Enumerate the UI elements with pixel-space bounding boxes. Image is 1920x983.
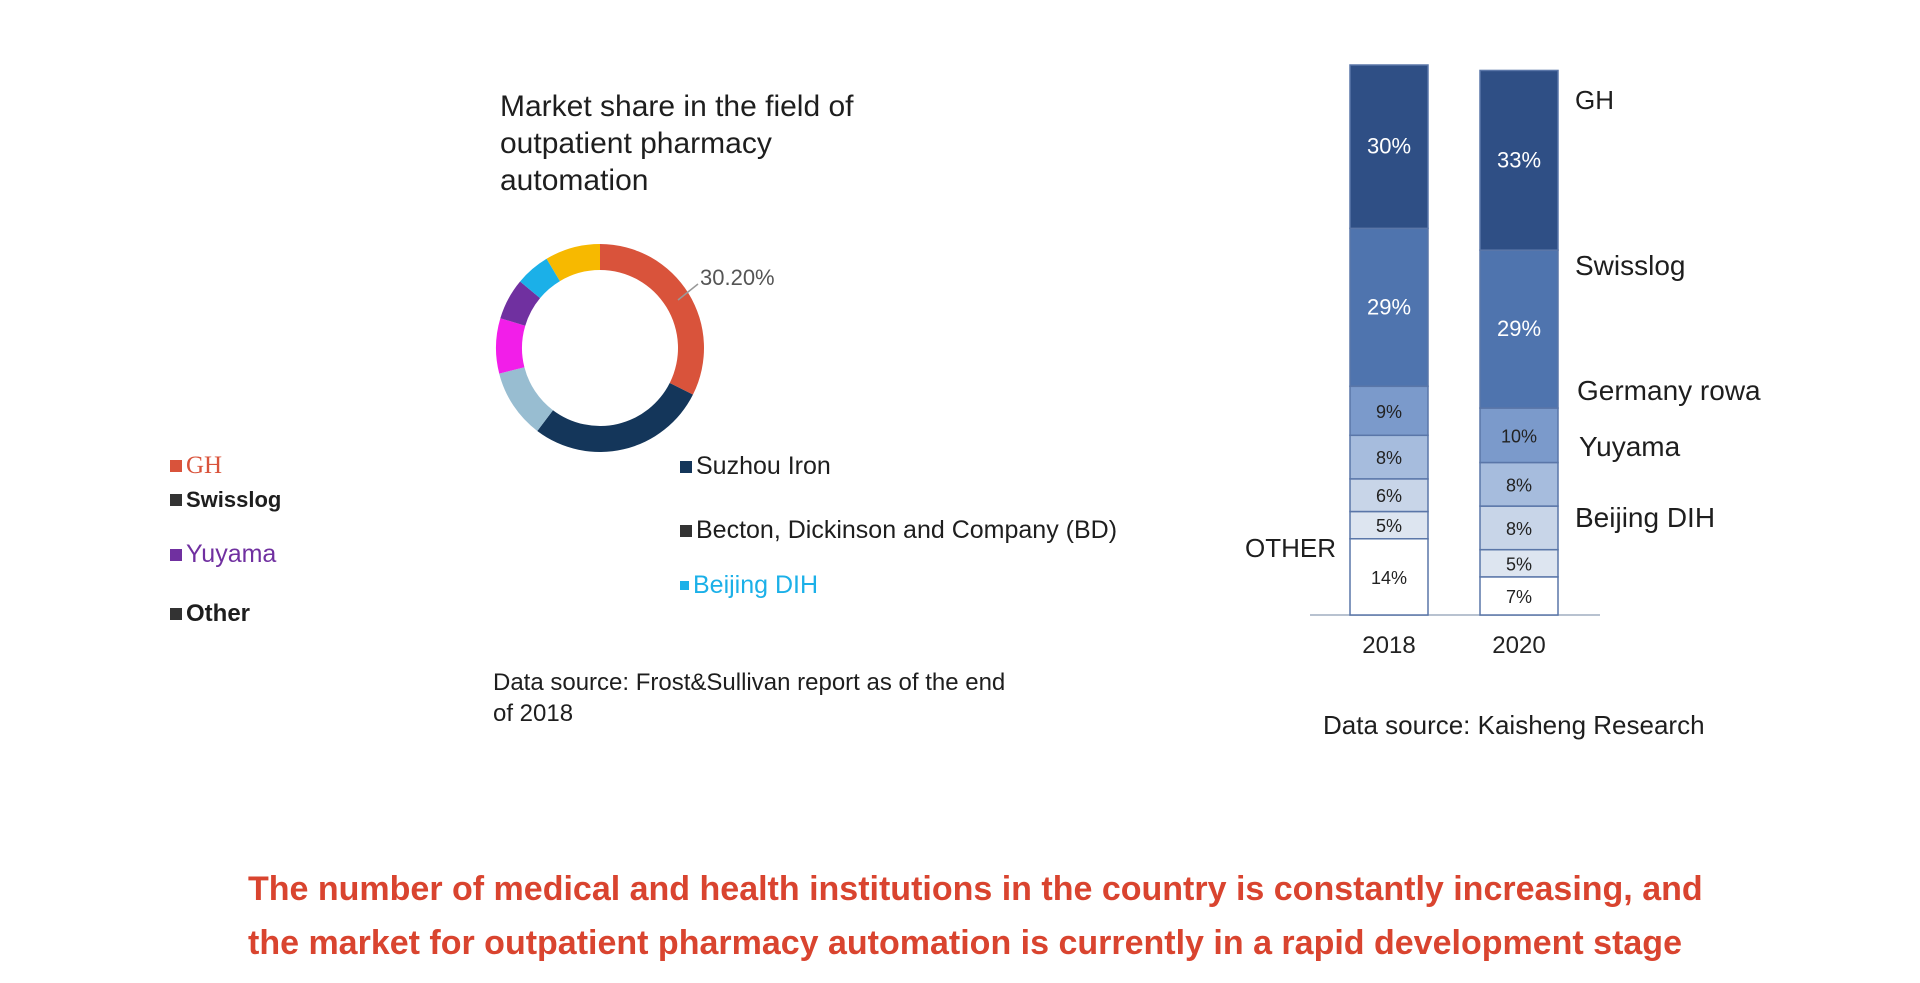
legend-swatch [170, 494, 182, 506]
legend-swatch [680, 460, 692, 473]
x-tick-label: 2020 [1492, 632, 1545, 659]
bar-label-gh: GH [1575, 85, 1614, 115]
legend-item-suzhou-iron: Suzhou Iron [680, 452, 831, 481]
bar-segment-2018-2 [1349, 478, 1429, 513]
legend-label: Yuyama [186, 540, 277, 568]
bar-segment-2020-6 [1479, 69, 1559, 251]
bar-segment-2018-6 [1349, 64, 1429, 230]
donut-slice-2 [499, 367, 553, 431]
legend-item-becton: Becton, Dickinson and Company (BD) [680, 516, 1117, 545]
bar-label-germany-rowa: Germany rowa [1577, 375, 1761, 406]
donut-slice-6 [546, 244, 600, 282]
legend-item-yuyama: Yuyama [170, 540, 276, 569]
legend-swatch [170, 548, 182, 561]
legend-swatch [680, 581, 689, 590]
x-tick-label: 2018 [1362, 632, 1415, 659]
legend-label: Other [186, 600, 251, 627]
bar-label-swisslog: Swisslog [1575, 250, 1686, 281]
bar-value-label: 10% [1501, 426, 1537, 446]
donut-chart-title: Market share in the field of outpatient … [500, 90, 854, 197]
bar-value-label: 8% [1376, 448, 1402, 468]
bar-value-label: 8% [1506, 475, 1532, 495]
headline-line-2: the market for outpatient pharmacy autom… [248, 924, 1682, 962]
donut-slice-1 [537, 382, 693, 452]
legend-item-swisslog: Swisslog [170, 487, 281, 513]
donut-slice-3 [496, 318, 526, 374]
bar-segment-2018-5 [1349, 227, 1429, 388]
bar-segment-2018-4 [1349, 385, 1429, 437]
legend-item-other: Other [170, 600, 250, 628]
legend-label: Suzhou Iron [696, 452, 831, 480]
bar-label-other: OTHER [1245, 533, 1336, 563]
legend-swatch [170, 460, 182, 472]
donut-slice-4 [500, 281, 541, 326]
donut-slice-5 [520, 258, 560, 299]
bar-segment-2020-2 [1479, 505, 1559, 551]
legend-label: Becton, Dickinson and Company (BD) [696, 516, 1118, 544]
bar-segment-2018-1 [1349, 510, 1429, 540]
bar-value-label: 29% [1497, 316, 1541, 341]
legend-label: Swisslog [186, 487, 282, 512]
donut-slice-0 [600, 244, 704, 395]
legend-item-gh: GH [170, 452, 222, 480]
donut-data-source: Data source: Frost&Sullivan report as of… [493, 669, 1006, 727]
bar-label-yuyama: Yuyama [1579, 431, 1681, 462]
bar-value-label: 29% [1367, 294, 1411, 319]
bar-value-label: 33% [1497, 147, 1541, 172]
bar-value-label: 30% [1367, 134, 1411, 159]
stacked-bar-chart: 14% 5% 6% 8% 9% 29% 30% 2018 7% 5% 8% 8% 10% 29% 33% 20… [1310, 64, 1600, 659]
bar-data-source: Data source: Kaisheng Research [1323, 710, 1705, 740]
bar-segment-2020-5 [1479, 249, 1559, 409]
headline-line-1: The number of medical and health institu… [248, 870, 1703, 908]
bar-value-label: 8% [1506, 519, 1532, 539]
bar-value-label: 7% [1506, 587, 1532, 607]
donut-annotation: 30.20% [700, 265, 775, 290]
legend-swatch [170, 608, 182, 620]
bar-label-beijing-dih: Beijing DIH [1575, 502, 1716, 533]
annotation-leader-line [677, 283, 699, 301]
bar-value-label: 9% [1376, 402, 1402, 422]
bar-value-label: 5% [1506, 554, 1532, 574]
legend-label: Beijing DIH [693, 571, 819, 599]
headline: The number of medical and health institu… [248, 862, 1808, 970]
bar-segment-2020-4 [1479, 407, 1559, 464]
donut-chart [496, 244, 704, 452]
legend-label: GH [186, 452, 223, 479]
legend-swatch [680, 524, 692, 537]
legend-item-beijing-dih: Beijing DIH [680, 571, 818, 600]
bar-segment-2020-0 [1479, 576, 1559, 616]
bar-value-label: 6% [1376, 486, 1402, 506]
bar-value-label: 14% [1371, 568, 1407, 588]
bar-value-label: 5% [1376, 516, 1402, 536]
